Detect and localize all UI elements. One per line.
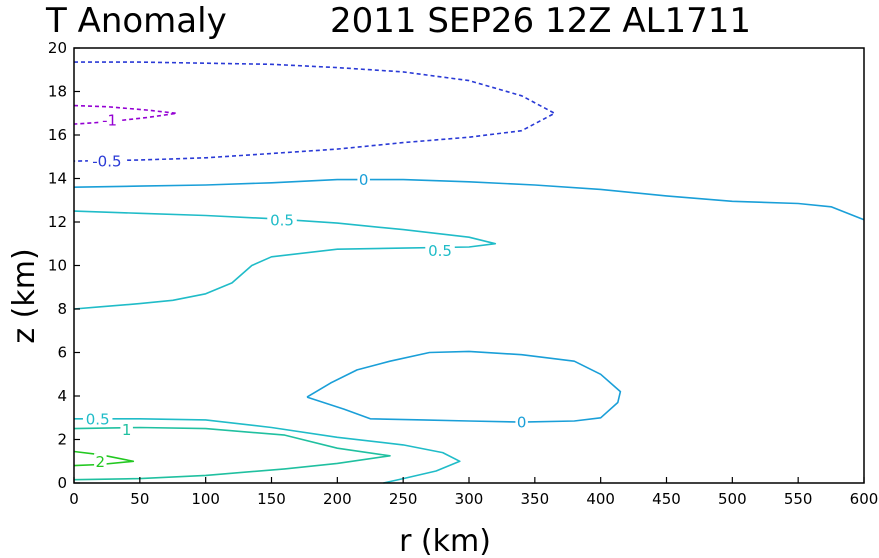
x-tick-label: 200: [323, 490, 352, 508]
contour-label: 0.5: [270, 211, 294, 229]
contour-label: 0.5: [86, 410, 110, 428]
x-tick-label: 100: [191, 490, 220, 508]
y-tick-label: 20: [48, 39, 67, 57]
y-tick-label: 12: [48, 213, 67, 231]
x-tick-label: 550: [784, 490, 813, 508]
y-axis: 0 2 4 6 8 10 12 14 16 18 20: [48, 39, 80, 492]
contour-label: -1: [102, 111, 117, 129]
y-tick-label: 2: [57, 431, 67, 449]
x-tick-label: 450: [652, 490, 681, 508]
contour-line: [74, 418, 461, 484]
contour-lines: [73, 61, 865, 484]
y-tick-label: 18: [48, 83, 67, 101]
contour-label-bg: [425, 242, 455, 259]
y-tick-label: 16: [48, 126, 67, 144]
contour-label: 1: [122, 421, 132, 439]
contour-label: -0.5: [92, 153, 121, 171]
y-tick-label: 4: [57, 387, 67, 405]
y-tick-label: 10: [48, 257, 67, 275]
x-tick-label: 50: [130, 490, 149, 508]
y-axis-label: z (km): [7, 248, 42, 343]
plot-frame: [73, 47, 865, 484]
contour-label-bg: [99, 111, 121, 128]
contour-label-bg: [515, 414, 528, 431]
x-tick-label: 600: [850, 490, 879, 508]
chart-title-left: T Anomaly: [45, 1, 227, 41]
contour-label-bg: [357, 171, 370, 188]
contour-label-bg: [82, 410, 113, 427]
chart-title-right: 2011 SEP26 12Z AL1711: [330, 1, 751, 41]
contour-line: [73, 104, 178, 125]
x-tick-label: 400: [586, 490, 615, 508]
contour-line: [306, 350, 622, 423]
x-tick-label: 150: [257, 490, 286, 508]
contour-labels: -1 -0.5 0 0 0.5 0.5 0.5 12: [82, 111, 528, 471]
contour-line: [73, 426, 391, 481]
contour-label: 0.5: [428, 242, 452, 260]
y-tick-label: 0: [57, 474, 67, 492]
contour-label: 0: [359, 171, 369, 189]
contour-line: [73, 178, 865, 221]
contour-label-bg: [94, 453, 107, 470]
x-axis-label: r (km): [399, 524, 491, 558]
x-axis: 0 50 100 150 200 250 300 350 400 450 500 550 600: [69, 477, 878, 508]
y-tick-label: 6: [57, 344, 67, 362]
x-tick-label: 300: [455, 490, 484, 508]
contour-label-bg: [120, 421, 133, 438]
contour-label: 0: [517, 414, 527, 432]
x-tick-label: 350: [521, 490, 550, 508]
contour-line: [73, 450, 135, 467]
contour-label: 2: [96, 453, 106, 471]
y-tick-label: 8: [57, 300, 67, 318]
x-tick-label: 500: [718, 490, 747, 508]
contour-label-bg: [267, 211, 297, 228]
x-tick-label: 250: [389, 490, 418, 508]
y-tick-label: 14: [48, 170, 67, 188]
contour-label-bg: [87, 153, 126, 170]
contour-line: [73, 61, 556, 162]
x-tick-label: 0: [69, 490, 79, 508]
